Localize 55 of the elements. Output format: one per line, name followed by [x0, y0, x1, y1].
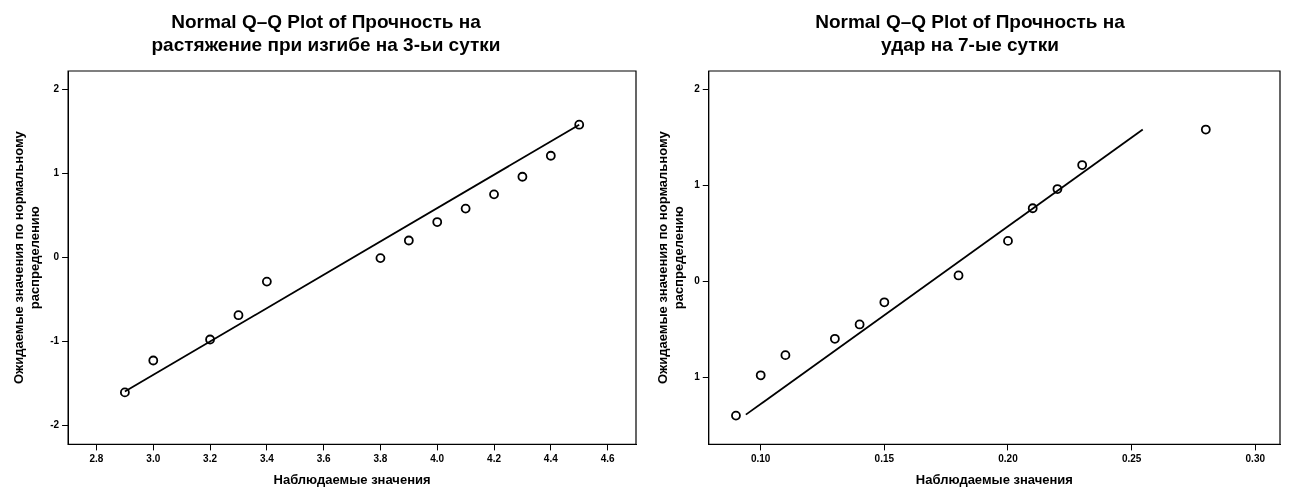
x-tick-label: 3.0	[146, 453, 161, 465]
x-tick-label: 4.6	[600, 453, 615, 465]
x-tick-label: 0.25	[1121, 453, 1142, 465]
point	[953, 270, 964, 281]
x-tick-label: 2.8	[89, 453, 104, 465]
y-tick-label: 1	[53, 167, 60, 179]
x-tick-label: 4.2	[487, 453, 502, 465]
point	[879, 297, 890, 308]
point	[148, 355, 159, 366]
x-axis-title: Наблюдаемые значения	[273, 471, 431, 487]
chart-title: Normal Q–Q Plot of Прочность на удар на 7-ые сутки	[814, 10, 1126, 56]
x-tick-label: 3.2	[203, 453, 218, 465]
x-axis-title: Наблюдаемые значения	[915, 471, 1073, 487]
point	[119, 387, 130, 398]
x-tick-label: 0.20	[998, 453, 1019, 465]
point	[1052, 184, 1063, 194]
y-tick-label: 0	[694, 274, 701, 286]
point	[460, 203, 471, 214]
x-tick-label: 4.0	[430, 453, 445, 465]
point	[829, 333, 840, 344]
point	[403, 235, 414, 246]
x-tick-label: 0.10	[750, 453, 771, 465]
point	[574, 119, 585, 130]
point	[1077, 160, 1088, 170]
chart-title: Normal Q–Q Plot of Прочность на растяжение при изгибе на 3-ьи сутки	[150, 10, 502, 56]
x-tick-label: 3.8	[373, 453, 388, 465]
point	[432, 217, 443, 227]
y-axis-title: Ожидаемые значения по нормальному распределению	[655, 130, 686, 385]
point	[1027, 203, 1038, 214]
point	[1200, 124, 1211, 135]
point	[517, 171, 528, 182]
point	[755, 370, 766, 381]
point	[854, 319, 865, 330]
x-tick-label: 0.15	[874, 453, 895, 465]
point	[489, 189, 499, 200]
y-tick-label: 1	[694, 178, 701, 190]
point	[1003, 236, 1013, 246]
point	[545, 150, 556, 161]
y-axis-title: Ожидаемые значения по нормальному распределению	[11, 130, 42, 385]
y-tick-label: -1	[50, 334, 60, 346]
y-tick-label: 0	[53, 251, 60, 263]
point	[261, 276, 272, 287]
point	[731, 410, 741, 421]
x-tick-label: 3.6	[316, 453, 332, 465]
point	[375, 253, 386, 264]
x-tick-label: 3.4	[259, 453, 275, 465]
y-tick-label: 2	[694, 82, 701, 94]
x-tick-label: 4.4	[543, 453, 559, 465]
point	[233, 310, 244, 321]
x-tick-label: 0.30	[1245, 453, 1266, 465]
y-tick-label: 1	[694, 370, 701, 382]
y-tick-label: -2	[50, 418, 60, 430]
point	[780, 350, 791, 361]
y-tick-label: 2	[53, 83, 60, 95]
point	[205, 334, 215, 345]
